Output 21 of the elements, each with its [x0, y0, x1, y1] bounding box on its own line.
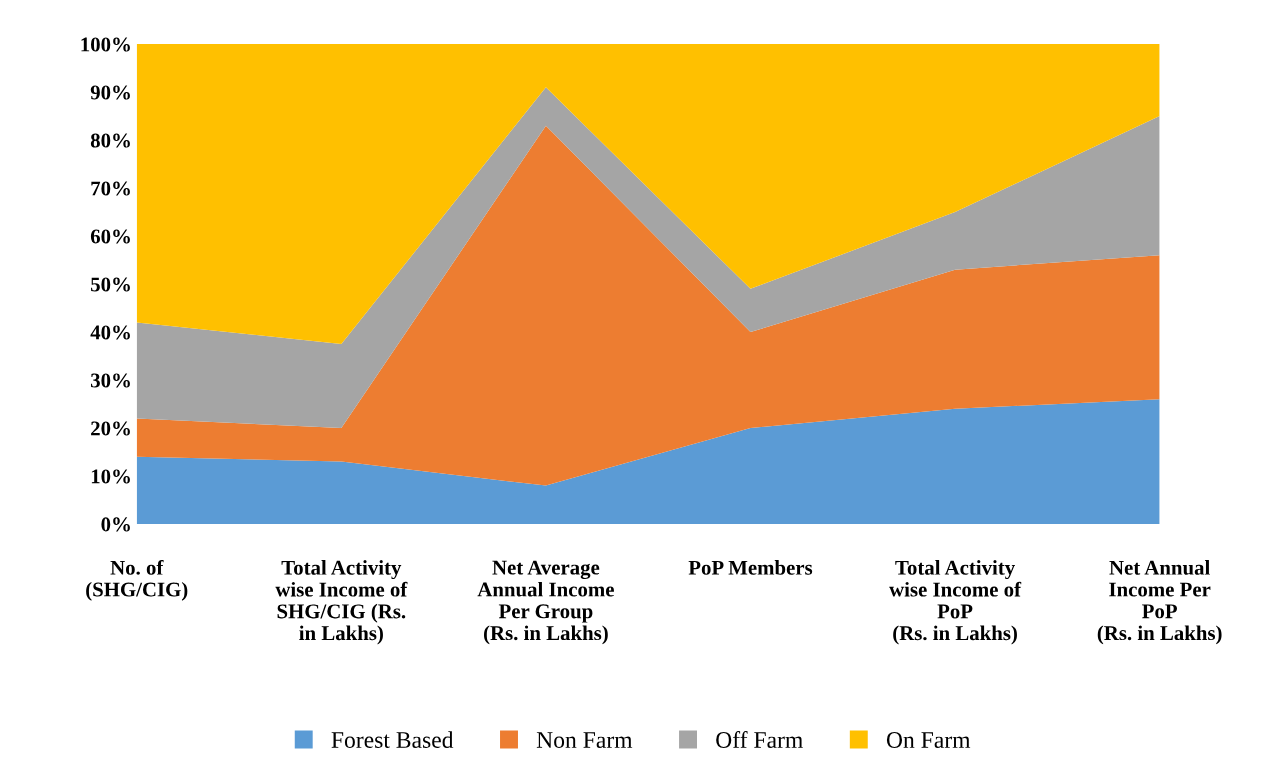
x-tick-label: Total Activity wise Income of SHG/CIG (Rs. in Lakhs) [275, 560, 408, 645]
x-tick-label: Net Annual Income Per PoP (Rs. in Lakhs) [1097, 560, 1222, 645]
x-tick-label: Total Activity wise Income of PoP (Rs. in Lakhs) [889, 560, 1022, 645]
y-tick-label: 0% [101, 517, 130, 532]
x-tick-label: PoP Members [688, 560, 813, 575]
legend-label: On Farm [886, 732, 971, 748]
y-tick-label: 50% [91, 277, 130, 292]
y-tick-label: 90% [90, 85, 130, 100]
legend-label: Forest Based [331, 731, 454, 748]
y-tick-label: 10% [91, 469, 130, 484]
y-tick-label: 40% [90, 325, 130, 340]
y-tick-label: 70% [91, 181, 130, 196]
y-tick-label: 20% [91, 421, 130, 436]
legend-label: Off Farm [716, 731, 803, 748]
x-tick-label: Net Average Annual Income Per Group (Rs. in Lakhs) [477, 560, 614, 645]
legend-label: Non Farm [536, 732, 633, 748]
y-tick-label: 30% [90, 373, 130, 388]
y-tick-label: 100% [81, 37, 130, 52]
y-tick-label: 60% [90, 229, 130, 244]
y-tick-label: 80% [90, 133, 130, 148]
x-tick-label: No. of (SHG/CIG) [86, 559, 188, 601]
